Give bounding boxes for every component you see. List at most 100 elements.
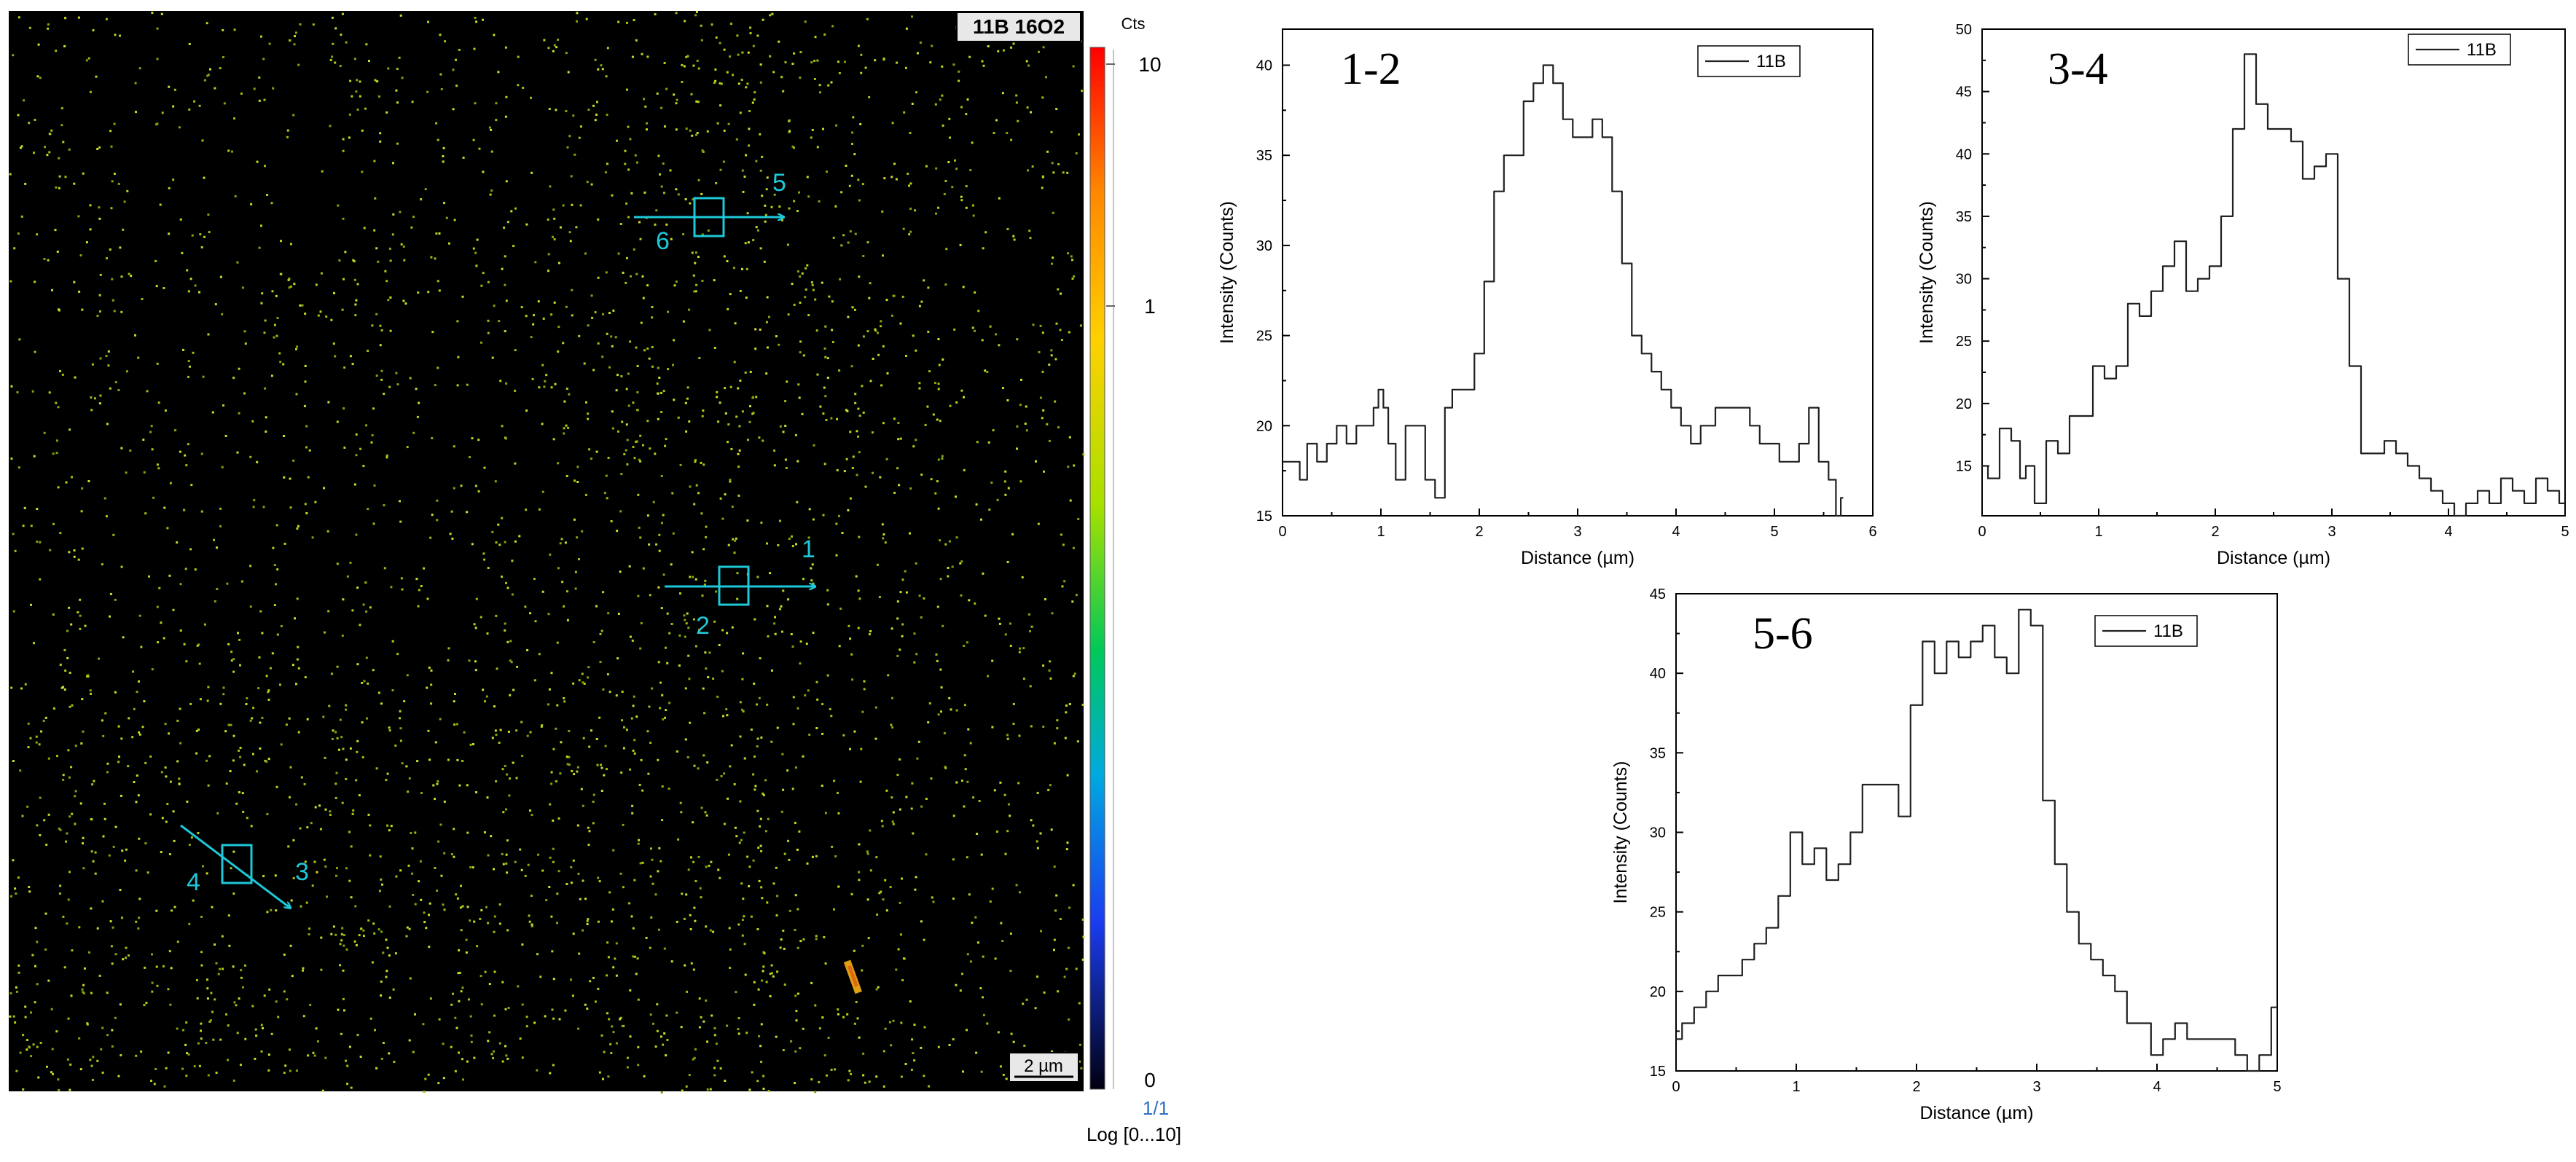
count-dot: [20, 215, 23, 218]
count-dot: [923, 597, 925, 600]
count-dot: [682, 320, 685, 323]
count-dot: [232, 965, 235, 968]
count-dot: [334, 796, 337, 799]
count-dot: [941, 124, 944, 127]
count-dot: [244, 342, 247, 345]
count-dot: [1066, 774, 1069, 777]
count-dot: [342, 407, 345, 410]
count-dot: [717, 868, 720, 871]
count-dot: [686, 397, 689, 400]
count-dot: [581, 530, 584, 533]
count-dot: [737, 1017, 740, 1020]
count-dot: [769, 55, 772, 58]
count-dot: [709, 929, 712, 932]
colorbar-min: 0: [1144, 1069, 1156, 1091]
count-dot: [30, 603, 32, 606]
count-dot: [443, 908, 446, 911]
count-dot: [689, 928, 692, 930]
count-dot: [547, 218, 549, 221]
count-dot: [1072, 546, 1075, 549]
count-dot: [114, 598, 117, 601]
count-dot: [1050, 354, 1053, 357]
count-dot: [324, 631, 326, 634]
count-dot: [776, 895, 779, 898]
count-dot: [791, 145, 794, 148]
count-dot: [36, 941, 39, 943]
count-dot: [346, 575, 349, 578]
count-dot: [908, 233, 911, 236]
count-dot: [386, 772, 389, 775]
count-dot: [982, 247, 984, 250]
count-dot: [802, 354, 805, 357]
x-tick-label: 4: [2444, 524, 2452, 540]
count-dot: [741, 934, 744, 937]
count-dot: [742, 710, 745, 712]
count-dot: [79, 627, 82, 630]
count-dot: [810, 981, 813, 984]
count-dot: [815, 680, 818, 683]
count-dot: [15, 990, 18, 993]
count-dot: [719, 168, 722, 171]
count-dot: [813, 444, 815, 447]
count-dot: [823, 1054, 826, 1057]
count-dot: [804, 267, 807, 270]
count-dot: [534, 620, 537, 623]
count-dot: [620, 375, 623, 377]
count-dot: [948, 117, 951, 120]
count-dot: [955, 781, 958, 784]
count-dot: [68, 815, 71, 818]
count-dot: [232, 377, 235, 380]
count-dot: [544, 380, 547, 382]
count-dot: [807, 536, 810, 539]
count-dot: [565, 475, 568, 477]
count-dot: [895, 178, 898, 181]
count-dot: [858, 1036, 861, 1039]
count-dot: [648, 357, 651, 360]
count-dot: [437, 840, 440, 843]
count-dot: [425, 927, 428, 930]
count-dot: [882, 537, 885, 540]
count-dot: [588, 830, 591, 833]
count-dot: [10, 458, 13, 460]
count-dot: [626, 256, 628, 259]
count-dot: [289, 766, 292, 769]
count-dot: [694, 645, 697, 648]
count-dot: [363, 227, 366, 229]
count-dot: [636, 365, 639, 367]
count-dot: [862, 255, 865, 257]
y-tick-label: 35: [1256, 148, 1272, 164]
count-dot: [631, 55, 634, 58]
count-dot: [592, 104, 595, 107]
count-dot: [689, 202, 692, 205]
count-dot: [385, 454, 388, 457]
count-dot: [622, 747, 625, 750]
count-dot: [532, 323, 535, 326]
count-dot: [265, 416, 267, 419]
count-dot: [304, 503, 307, 506]
count-dot: [315, 283, 318, 286]
count-dot: [412, 894, 415, 896]
count-dot: [73, 182, 76, 185]
count-dot: [943, 732, 946, 734]
count-dot: [455, 58, 457, 61]
count-dot: [629, 635, 632, 638]
count-dot: [203, 623, 206, 626]
count-dot: [259, 747, 262, 750]
count-dot: [371, 961, 374, 964]
count-dot: [735, 138, 738, 141]
count-dot: [342, 138, 345, 141]
count-dot: [478, 147, 481, 150]
count-dot: [1069, 499, 1072, 502]
count-dot: [86, 1023, 89, 1026]
y-tick-label: 25: [1650, 905, 1666, 921]
count-dot: [574, 570, 577, 573]
count-dot: [755, 160, 758, 162]
count-dot: [155, 965, 158, 968]
count-dot: [635, 272, 638, 275]
count-dot: [418, 401, 420, 404]
count-dot: [851, 467, 854, 469]
count-dot: [821, 1016, 824, 1019]
count-dot: [62, 915, 65, 918]
count-dot: [622, 823, 625, 826]
